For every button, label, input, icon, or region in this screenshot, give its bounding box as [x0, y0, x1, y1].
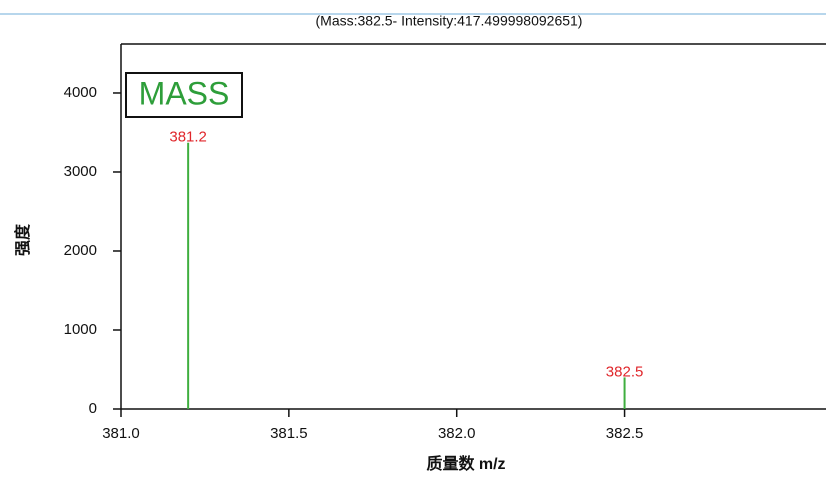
legend-box: [125, 72, 243, 118]
y-tick-label: 3000: [64, 163, 97, 180]
y-tick-label: 4000: [64, 84, 97, 101]
chart-title: (Mass:382.5- Intensity:417.499998092651): [316, 13, 583, 29]
x-tick-label: 382.5: [606, 425, 644, 442]
peak-label: 382.5: [606, 363, 644, 380]
x-tick-label: 382.0: [438, 425, 476, 442]
y-tick-label: 0: [89, 400, 97, 417]
y-tick-label: 1000: [64, 321, 97, 338]
peak-label: 381.2: [169, 129, 207, 146]
legend-label: MASS: [139, 75, 230, 111]
x-axis-label: 质量数 m/z: [426, 454, 505, 473]
x-tick-label: 381.0: [102, 425, 140, 442]
y-axis-label: 强度: [13, 223, 32, 256]
x-tick-label: 381.5: [270, 425, 308, 442]
y-tick-label: 2000: [64, 242, 97, 259]
